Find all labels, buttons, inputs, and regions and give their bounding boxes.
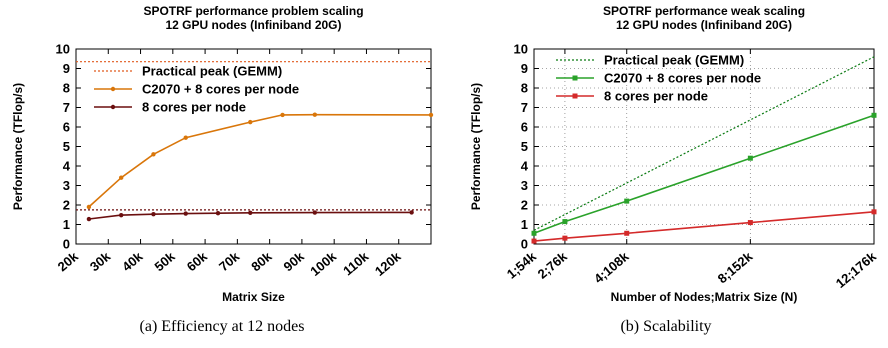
y-tick-label: 4: [521, 159, 529, 174]
legend-label: 8 cores per node: [604, 89, 708, 104]
legend-label: 8 cores per node: [142, 100, 246, 115]
legend-marker: [110, 86, 116, 92]
data-point: [215, 210, 221, 216]
x-tick-label: 30k: [87, 248, 114, 274]
y-tick-label: 7: [521, 100, 528, 115]
data-point: [747, 220, 753, 226]
chart-panel-efficiency: SPOTRF performance problem scaling 12 GPU…: [11, 4, 434, 335]
y-axis-label: Performance (TFlop/s): [11, 83, 25, 210]
data-point: [248, 119, 253, 125]
data-point: [312, 112, 318, 117]
data-point: [312, 210, 318, 215]
data-point: [428, 112, 434, 118]
data-point: [183, 211, 188, 216]
data-point: [151, 152, 156, 157]
data-point: [151, 211, 156, 217]
data-point: [747, 155, 753, 161]
data-point: [183, 135, 188, 140]
data-point: [624, 230, 630, 236]
legend-label: Practical peak (GEMM): [142, 64, 282, 79]
series-line: [533, 211, 875, 242]
y-tick-label: 10: [514, 42, 528, 57]
y-tick-label: 9: [63, 61, 70, 76]
y-tick-label: 6: [521, 120, 528, 135]
x-axis-label: Matrix Size: [222, 290, 285, 304]
legend-label: C2070 + 8 cores per node: [604, 71, 761, 86]
y-tick-label: 5: [63, 139, 70, 154]
y-axis-label: Performance (TFlop/s): [469, 83, 483, 210]
legend-label: Practical peak (GEMM): [604, 53, 744, 68]
x-tick-label: 40k: [119, 248, 146, 274]
data-point: [86, 216, 92, 222]
y-tick-label: 10: [56, 42, 70, 57]
legend-marker: [572, 93, 578, 99]
data-point: [118, 175, 124, 180]
y-tick-label: 4: [63, 159, 71, 174]
legend-marker: [572, 75, 578, 81]
legend-label: C2070 + 8 cores per node: [142, 82, 299, 97]
caption-left: (a) Efficiency at 12 nodes: [139, 318, 305, 335]
chart-title: SPOTRF performance weak scaling: [603, 4, 805, 18]
y-tick-label: 1: [63, 217, 70, 232]
y-tick-label: 1: [521, 217, 528, 232]
data-point: [871, 112, 877, 118]
data-point: [624, 198, 630, 204]
y-tick-label: 6: [63, 120, 70, 135]
y-tick-label: 2: [63, 198, 70, 213]
data-point: [562, 219, 568, 225]
x-tick-label: 80k: [248, 248, 275, 274]
chart-title: SPOTRF performance problem scaling: [143, 4, 363, 18]
chart-panel-scalability: SPOTRF performance weak scaling 12 GPU no…: [444, 0, 888, 348]
x-tick-label: 12;176k: [833, 248, 880, 291]
x-tick-label: 50k: [151, 248, 178, 274]
x-tick-label: 8;152k: [715, 248, 756, 286]
chart-subtitle: 12 GPU nodes (Infiniband 20G): [616, 18, 792, 32]
y-tick-label: 3: [521, 178, 528, 193]
y-tick-label: 3: [63, 178, 70, 193]
x-tick-label: 100k: [307, 248, 339, 279]
y-tick-label: 9: [521, 61, 528, 76]
y-tick-label: 5: [521, 139, 528, 154]
legend-marker: [110, 104, 116, 110]
data-point: [118, 212, 124, 218]
x-tick-label: 110k: [340, 248, 372, 278]
chart-subtitle: 12 GPU nodes (Infiniband 20G): [165, 18, 341, 32]
x-axis-label: Number of Nodes;Matrix Size (N): [611, 290, 798, 304]
x-tick-label: 1;54k: [504, 248, 540, 281]
data-point: [280, 112, 285, 118]
data-point: [531, 238, 537, 244]
x-tick-label: 2;76k: [535, 248, 571, 281]
x-tick-label: 120k: [372, 248, 404, 279]
x-tick-label: 60k: [184, 248, 211, 274]
y-tick-label: 8: [521, 81, 528, 96]
x-tick-label: 90k: [281, 248, 308, 274]
y-tick-label: 7: [63, 100, 70, 115]
data-point: [248, 210, 253, 215]
caption-right: (b) Scalability: [620, 318, 712, 335]
data-point: [409, 210, 414, 215]
y-tick-label: 0: [521, 237, 528, 252]
series-line: [88, 211, 412, 220]
data-point: [86, 204, 92, 210]
data-point: [562, 235, 568, 241]
data-point: [871, 209, 877, 215]
y-tick-label: 0: [63, 237, 70, 252]
x-tick-label: 70k: [216, 248, 243, 274]
data-point: [531, 230, 537, 236]
y-tick-label: 8: [63, 81, 70, 96]
x-tick-label: 4;108k: [591, 248, 632, 286]
y-tick-label: 2: [521, 198, 528, 213]
x-tick-label: 20k: [55, 248, 82, 274]
series-line: [88, 113, 432, 208]
